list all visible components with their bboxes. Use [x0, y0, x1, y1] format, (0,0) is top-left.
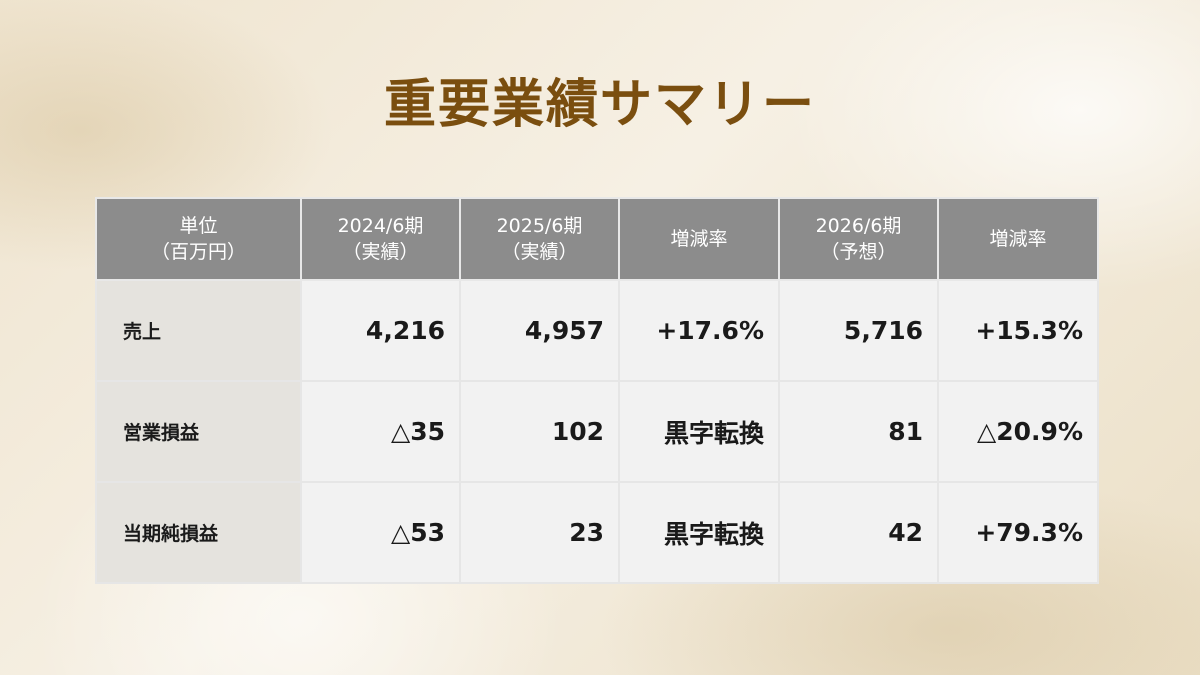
header-text: 単位: [179, 215, 218, 237]
header-row: 単位 （百万円） 2024/6期 （実績） 2025/6期 （実績） 増減率 2026/6期 （…: [95, 197, 1099, 281]
table-cell: 5,716: [778, 279, 939, 382]
table-row: 営業損益 △35 102 黒字転換 81 △20.9%: [95, 380, 1099, 483]
header-text: 2026/6期: [815, 215, 902, 237]
row-label: 営業損益: [95, 380, 302, 483]
table-cell: +17.6%: [618, 279, 780, 382]
table-cell: △35: [300, 380, 461, 483]
table-cell: 4,957: [459, 279, 620, 382]
header-text: （実績）: [501, 241, 578, 263]
header-cell: 2026/6期 （予想）: [778, 197, 939, 281]
table-cell: 4,216: [300, 279, 461, 382]
header-cell: 増減率: [937, 197, 1099, 281]
header-text: （予想）: [820, 241, 897, 263]
table-row: 当期純損益 △53 23 黒字転換 42 +79.3%: [95, 481, 1099, 584]
header-text: （百万円）: [150, 241, 246, 263]
table-cell: 23: [459, 481, 620, 584]
table-cell: △20.9%: [937, 380, 1099, 483]
table-cell: +15.3%: [937, 279, 1099, 382]
slide-title: 重要業績サマリー: [383, 75, 816, 135]
table-cell: △53: [300, 481, 461, 584]
header-text: 増減率: [989, 228, 1047, 250]
row-label: 売上: [95, 279, 302, 382]
table-body: 売上 4,216 4,957 +17.6% 5,716 +15.3% 営業損益 △35 102 黒…: [95, 279, 1099, 584]
header-cell: 増減率: [618, 197, 780, 281]
header-cell: 2025/6期 （実績）: [459, 197, 620, 281]
row-label: 当期純損益: [95, 481, 302, 584]
header-cell: 単位 （百万円）: [95, 197, 302, 281]
header-cell: 2024/6期 （実績）: [300, 197, 461, 281]
table-cell: 102: [459, 380, 620, 483]
table-cell: +79.3%: [937, 481, 1099, 584]
header-text: 2024/6期: [337, 215, 424, 237]
table-cell: 42: [778, 481, 939, 584]
summary-table: 単位 （百万円） 2024/6期 （実績） 2025/6期 （実績） 増減率 2026/6期 （…: [95, 197, 1099, 584]
table-cell: 黒字転換: [618, 481, 780, 584]
header-text: 2025/6期: [496, 215, 583, 237]
table-cell: 81: [778, 380, 939, 483]
header-text: 増減率: [670, 228, 728, 250]
table-row: 売上 4,216 4,957 +17.6% 5,716 +15.3%: [95, 279, 1099, 382]
table-cell: 黒字転換: [618, 380, 780, 483]
header-text: （実績）: [342, 241, 419, 263]
